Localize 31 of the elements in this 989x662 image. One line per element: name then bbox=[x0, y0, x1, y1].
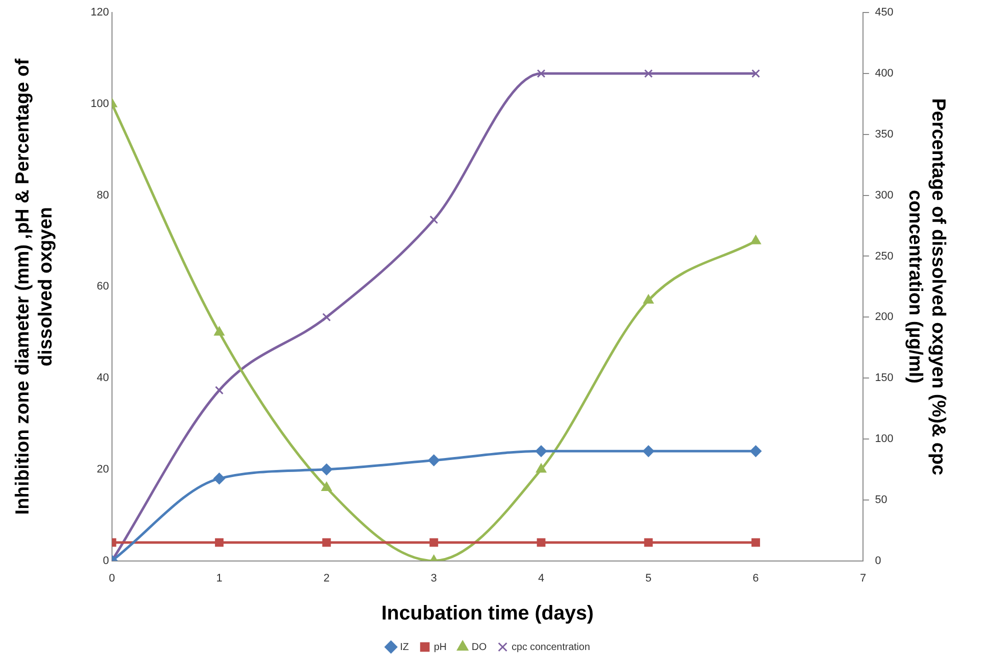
legend-label: IZ bbox=[400, 642, 409, 653]
y2-tick-label: 300 bbox=[875, 189, 894, 202]
y2-tick-label: 350 bbox=[875, 128, 894, 140]
y2-tick-label: 450 bbox=[875, 6, 894, 19]
y-tick-label: 120 bbox=[90, 6, 109, 19]
x-axis-title: Incubation time (days) bbox=[381, 602, 594, 625]
y2-tick-label: 0 bbox=[875, 554, 882, 567]
y2-tick-label: 400 bbox=[875, 68, 894, 80]
x-tick-label: 4 bbox=[538, 572, 544, 584]
y2-tick-label: 50 bbox=[875, 494, 888, 506]
y-tick-label: 20 bbox=[96, 463, 109, 476]
x-tick-label: 2 bbox=[323, 572, 330, 584]
y2-tick-label: 150 bbox=[875, 372, 894, 384]
y-tick-label: 40 bbox=[96, 372, 109, 384]
y-tick-label: 60 bbox=[96, 280, 109, 293]
y-tick-label: 100 bbox=[90, 98, 109, 110]
y2-axis-title: Percentage of dissolved oxgyen (%)& cpc concentration (µg/ml) bbox=[904, 98, 948, 476]
y-tick-label: 80 bbox=[96, 189, 109, 202]
y-tick-label: 0 bbox=[102, 554, 109, 567]
y-axis-title: Inhibition zone diameter (mm) ,pH & Percentage of dissolved oxgyen bbox=[12, 58, 56, 515]
x-tick-label: 5 bbox=[645, 572, 652, 584]
y2-tick-label: 250 bbox=[875, 250, 894, 262]
legend-label: DO bbox=[472, 642, 487, 653]
x-tick-label: 6 bbox=[752, 572, 759, 584]
x-tick-label: 7 bbox=[860, 572, 866, 584]
y2-tick-label: 200 bbox=[875, 311, 894, 324]
x-tick-label: 3 bbox=[430, 572, 437, 584]
legend-label: pH bbox=[434, 642, 447, 653]
legend-label: cpc concentration bbox=[512, 642, 590, 653]
y2-tick-label: 100 bbox=[875, 433, 894, 446]
x-tick-label: 1 bbox=[216, 572, 222, 584]
